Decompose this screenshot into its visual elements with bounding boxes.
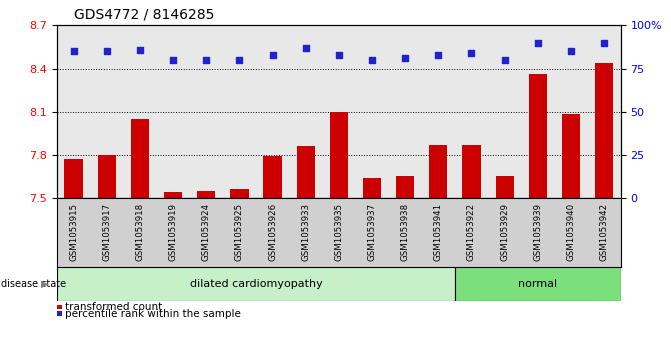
Bar: [98, 155, 116, 198]
Bar: [455, 267, 621, 301]
Text: GSM1053937: GSM1053937: [368, 203, 376, 261]
Text: GSM1053919: GSM1053919: [168, 203, 178, 261]
Text: GSM1053925: GSM1053925: [235, 203, 244, 261]
Bar: [495, 176, 514, 198]
Bar: [429, 145, 448, 198]
Text: GSM1053939: GSM1053939: [533, 203, 542, 261]
Text: disease state: disease state: [1, 279, 66, 289]
Bar: [197, 191, 215, 198]
Bar: [57, 267, 455, 301]
Point: [168, 57, 178, 63]
Point: [201, 57, 211, 63]
Bar: [64, 159, 83, 198]
Text: GSM1053941: GSM1053941: [434, 203, 443, 261]
Point: [466, 50, 477, 56]
Text: GDS4772 / 8146285: GDS4772 / 8146285: [74, 8, 215, 22]
Text: GSM1053933: GSM1053933: [301, 203, 310, 261]
Bar: [529, 74, 547, 198]
Text: GSM1053942: GSM1053942: [600, 203, 609, 261]
Point: [135, 46, 146, 52]
Point: [366, 57, 377, 63]
Text: GSM1053922: GSM1053922: [467, 203, 476, 261]
Text: GSM1053926: GSM1053926: [268, 203, 277, 261]
Point: [532, 40, 543, 45]
Text: GSM1053924: GSM1053924: [202, 203, 211, 261]
Bar: [131, 119, 149, 198]
Text: GSM1053940: GSM1053940: [566, 203, 576, 261]
Text: GSM1053917: GSM1053917: [102, 203, 111, 261]
Text: GSM1053918: GSM1053918: [136, 203, 144, 261]
Bar: [396, 176, 414, 198]
Text: dilated cardiomyopathy: dilated cardiomyopathy: [190, 279, 322, 289]
Text: GSM1053938: GSM1053938: [401, 203, 410, 261]
Point: [101, 48, 112, 54]
Bar: [595, 63, 613, 198]
Bar: [264, 156, 282, 198]
Text: ▶: ▶: [41, 279, 48, 289]
Point: [333, 52, 344, 58]
Bar: [562, 114, 580, 198]
Text: GSM1053929: GSM1053929: [500, 203, 509, 261]
Point: [267, 52, 278, 58]
Text: normal: normal: [518, 279, 558, 289]
Bar: [164, 192, 183, 198]
Point: [599, 40, 609, 45]
Text: transformed count: transformed count: [65, 302, 162, 312]
Point: [301, 45, 311, 51]
Point: [400, 55, 411, 61]
Bar: [329, 112, 348, 198]
Point: [433, 52, 444, 58]
Bar: [363, 178, 381, 198]
Text: percentile rank within the sample: percentile rank within the sample: [65, 309, 241, 319]
Text: GSM1053915: GSM1053915: [69, 203, 78, 261]
Point: [68, 48, 79, 54]
Text: GSM1053935: GSM1053935: [334, 203, 344, 261]
Point: [566, 48, 576, 54]
Bar: [297, 146, 315, 198]
Bar: [462, 145, 480, 198]
Point: [234, 57, 245, 63]
Bar: [230, 189, 248, 198]
Point: [499, 57, 510, 63]
